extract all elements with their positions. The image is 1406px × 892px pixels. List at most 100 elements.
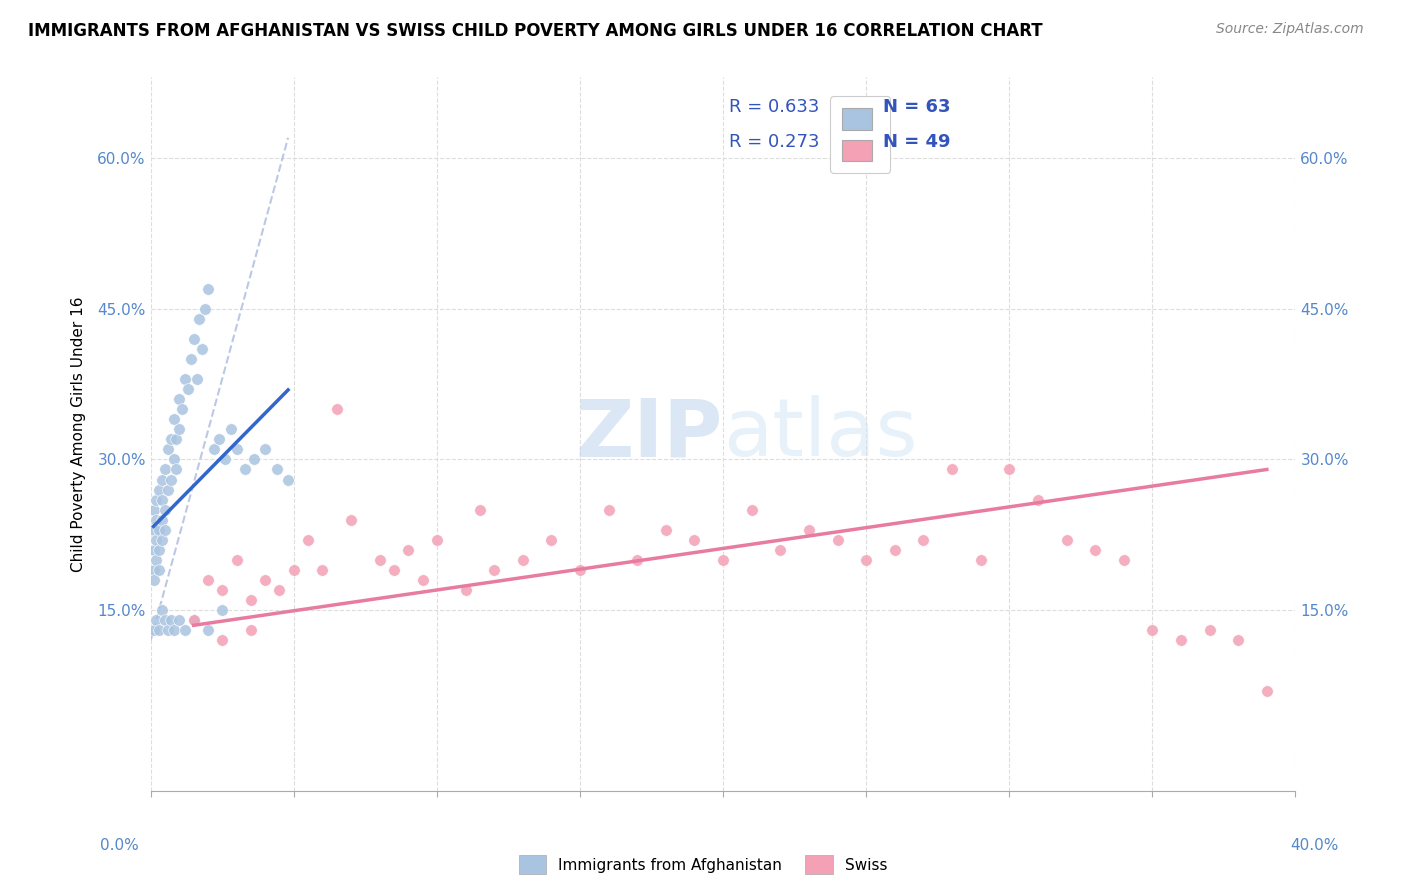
Point	[148, 563, 170, 577]
Point	[239, 624, 262, 638]
Point	[454, 583, 477, 598]
Text: IMMIGRANTS FROM AFGHANISTAN VS SWISS CHILD POVERTY AMONG GIRLS UNDER 16 CORRELAT: IMMIGRANTS FROM AFGHANISTAN VS SWISS CHI…	[28, 22, 1043, 40]
Point	[1084, 542, 1107, 557]
Text: 40.0%: 40.0%	[1291, 838, 1339, 854]
Point	[655, 523, 678, 537]
Point	[1198, 624, 1220, 638]
Point	[174, 624, 197, 638]
Point	[468, 502, 491, 516]
Point	[162, 624, 184, 638]
Point	[142, 542, 165, 557]
Text: Source: ZipAtlas.com: Source: ZipAtlas.com	[1216, 22, 1364, 37]
Point	[180, 351, 202, 366]
Legend: , : ,	[831, 96, 890, 173]
Point	[142, 624, 165, 638]
Point	[1256, 683, 1278, 698]
Point	[153, 523, 176, 537]
Point	[711, 553, 734, 567]
Point	[396, 542, 419, 557]
Point	[277, 473, 299, 487]
Point	[1056, 533, 1078, 547]
Point	[145, 613, 167, 627]
Point	[172, 402, 194, 417]
Point	[283, 563, 305, 577]
Text: N = 63: N = 63	[883, 98, 950, 117]
Point	[156, 442, 179, 457]
Point	[297, 533, 319, 547]
Point	[769, 542, 792, 557]
Point	[148, 624, 170, 638]
Point	[912, 533, 935, 547]
Point	[569, 563, 592, 577]
Point	[148, 542, 170, 557]
Point	[169, 613, 191, 627]
Point	[150, 492, 173, 507]
Point	[169, 392, 191, 406]
Point	[156, 624, 179, 638]
Point	[311, 563, 333, 577]
Point	[145, 513, 167, 527]
Point	[211, 633, 233, 648]
Point	[340, 513, 363, 527]
Legend: Immigrants from Afghanistan, Swiss: Immigrants from Afghanistan, Swiss	[513, 849, 893, 880]
Point	[797, 523, 820, 537]
Point	[225, 442, 247, 457]
Point	[540, 533, 562, 547]
Point	[239, 593, 262, 607]
Point	[162, 412, 184, 426]
Point	[426, 533, 449, 547]
Point	[242, 452, 264, 467]
Point	[1227, 633, 1250, 648]
Point	[150, 533, 173, 547]
Point	[183, 613, 205, 627]
Point	[482, 563, 505, 577]
Point	[159, 613, 181, 627]
Point	[683, 533, 706, 547]
Point	[382, 563, 405, 577]
Point	[142, 563, 165, 577]
Point	[159, 433, 181, 447]
Point	[202, 442, 225, 457]
Text: R = 0.633: R = 0.633	[728, 98, 820, 117]
Point	[626, 553, 648, 567]
Point	[269, 583, 291, 598]
Point	[159, 473, 181, 487]
Point	[177, 382, 200, 396]
Point	[1112, 553, 1135, 567]
Point	[197, 573, 219, 587]
Point	[211, 603, 233, 617]
Point	[183, 332, 205, 346]
Point	[208, 433, 231, 447]
Point	[142, 502, 165, 516]
Point	[827, 533, 849, 547]
Point	[148, 483, 170, 497]
Point	[150, 473, 173, 487]
Point	[1170, 633, 1192, 648]
Point	[855, 553, 877, 567]
Text: 0.0%: 0.0%	[100, 838, 139, 854]
Point	[150, 603, 173, 617]
Point	[512, 553, 534, 567]
Point	[254, 442, 277, 457]
Point	[188, 311, 211, 326]
Point	[153, 502, 176, 516]
Point	[169, 422, 191, 436]
Point	[153, 462, 176, 476]
Point	[214, 452, 236, 467]
Point	[142, 523, 165, 537]
Text: atlas: atlas	[723, 395, 918, 474]
Point	[186, 372, 208, 386]
Point	[156, 483, 179, 497]
Point	[368, 553, 391, 567]
Point	[142, 573, 165, 587]
Point	[197, 624, 219, 638]
Point	[191, 342, 214, 356]
Point	[225, 553, 247, 567]
Point	[412, 573, 434, 587]
Point	[174, 372, 197, 386]
Point	[1142, 624, 1164, 638]
Point	[211, 583, 233, 598]
Point	[266, 462, 288, 476]
Point	[883, 542, 905, 557]
Point	[969, 553, 991, 567]
